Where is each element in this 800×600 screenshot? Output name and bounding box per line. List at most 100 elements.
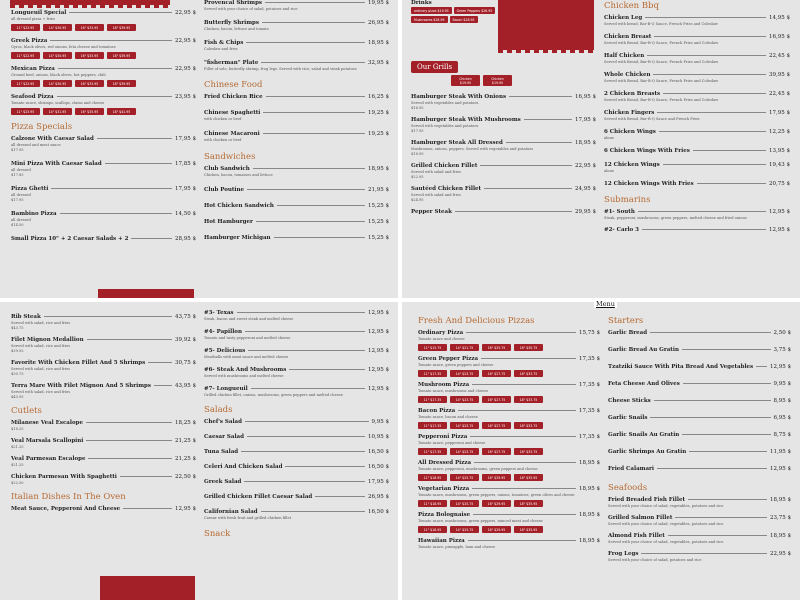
- size-option-button[interactable]: 14" $31.95: [43, 108, 72, 115]
- menu-item[interactable]: Hot Hamburger 15,25 $: [204, 219, 389, 226]
- menu-item[interactable]: #3- Texas 12,95 $ Steak, bacon and sweet s…: [204, 310, 389, 322]
- menu-item[interactable]: Chicken Leg 14,95 $ Served with bread, Bar…: [604, 15, 790, 27]
- menu-item[interactable]: Fried Calamari 12,95 $: [608, 466, 791, 473]
- menu-item[interactable]: Greek Salad 17,95 $: [204, 479, 389, 486]
- menu-item[interactable]: 6 Chicken Wings With Fries 13,95 $: [604, 148, 790, 155]
- size-option-button[interactable]: 18" $39.95: [107, 52, 136, 59]
- menu-item[interactable]: Vegetarian Pizza 18,95 $ Tomato sauce, mus…: [418, 486, 600, 507]
- size-option-button[interactable]: 16" $27.75: [482, 448, 511, 455]
- menu-item[interactable]: Cheese Sticks 8,95 $: [608, 398, 791, 405]
- menu-item[interactable]: Hamburger Steak With Onions 16,95 $ Served…: [411, 94, 596, 111]
- size-option-button[interactable]: 14" $21.75: [450, 344, 479, 351]
- size-option-button[interactable]: 14" $23.75: [450, 422, 479, 429]
- size-option-button[interactable]: 11" $17.35: [418, 396, 447, 403]
- menu-item[interactable]: Tuna Salad 16,50 $: [204, 449, 389, 456]
- size-option-button[interactable]: 16" $29.95: [482, 474, 511, 481]
- menu-item[interactable]: #1- South 12,95 $ Steak, pepperoni, mushro…: [604, 209, 790, 221]
- size-option-button[interactable]: 16" $33.95: [75, 52, 104, 59]
- menu-item[interactable]: Hamburger Steak With Mushrooms 17,95 $ Ser…: [411, 117, 596, 134]
- size-option-button[interactable]: 11" $17.35: [418, 370, 447, 377]
- size-option-button[interactable]: 11" $18.95: [418, 474, 447, 481]
- size-option-button[interactable]: 18" $41.95: [107, 108, 136, 115]
- menu-item[interactable]: #5- Delicious 12,95 $ Meatballs with meat …: [204, 348, 389, 360]
- menu-item[interactable]: Club Sandwich 18,95 $ Chicken, bacon, toma…: [204, 166, 389, 178]
- size-option-button[interactable]: 11" $18.95: [418, 526, 447, 533]
- size-option-button[interactable]: 18" $33.75: [514, 396, 543, 403]
- size-option-button[interactable]: 14" $23.75: [450, 370, 479, 377]
- option-button[interactable]: Bacon $28.95: [449, 16, 478, 23]
- menu-item[interactable]: Bacon Pizza 17,35 $ Tomato sauce, bacon an…: [418, 408, 600, 429]
- size-option-button[interactable]: 18" $33.75: [514, 370, 543, 377]
- menu-item[interactable]: Favorite With Chicken Fillet And 5 Shrim…: [11, 360, 196, 377]
- menu-item[interactable]: Hawaiian Pizza 18,95 $ Tomato sauce, pinea…: [418, 538, 600, 550]
- menu-item[interactable]: Pepper Steak 29,95 $: [411, 209, 596, 216]
- size-option-button[interactable]: 11" $22.95: [11, 24, 40, 31]
- menu-item[interactable]: Calzone With Caesar Salad 17,95 $ all dres…: [11, 136, 196, 153]
- menu-item[interactable]: 12 Chicken Wings 19,43 $ alone: [604, 162, 790, 174]
- menu-item[interactable]: Fried Chicken Rice 16,25 $: [204, 94, 389, 101]
- menu-item[interactable]: #4- Papillon 12,95 $ Tomato and tasty pepp…: [204, 329, 389, 341]
- menu-item[interactable]: #7- Longueuil 12,95 $ Grilled chicken fill…: [204, 386, 389, 398]
- size-option-button[interactable]: 18" $30.75: [514, 344, 543, 351]
- menu-item[interactable]: Grilled Chicken Fillet Caesar Salad 26,95…: [204, 494, 389, 501]
- menu-item[interactable]: Rib Steak 43,75 $ Served with salad, rice …: [11, 314, 196, 331]
- menu-item[interactable]: Half Chicken 22,45 $ Served with Bread, Ba…: [604, 53, 790, 65]
- menu-item[interactable]: Provencal Shrimps 19,95 $ Served with your…: [204, 0, 389, 12]
- size-option-button[interactable]: 16" $35.95: [75, 108, 104, 115]
- size-option-button[interactable]: 11" $18.95: [418, 500, 447, 507]
- size-option-button[interactable]: 16" $33.95: [75, 24, 104, 31]
- menu-item[interactable]: Mini Pizza With Caesar Salad 17,85 $ all d…: [11, 161, 196, 178]
- size-option-button[interactable]: 11" $17.35: [418, 448, 447, 455]
- size-option-button[interactable]: 16" $29.95: [482, 526, 511, 533]
- size-option-button[interactable]: 18" $39.95: [107, 24, 136, 31]
- menu-item[interactable]: Chicken Parmesan With Spaghetti 22,50 $ $2…: [11, 474, 196, 486]
- size-option-button[interactable]: 11" $22.95: [11, 52, 40, 59]
- size-option-button[interactable]: 18" $35.95: [514, 500, 543, 507]
- size-option-button[interactable]: 18" $35.95: [514, 526, 543, 533]
- menu-item[interactable]: Mushroom Pizza 17,35 $ Tomato sauce, mushr…: [418, 382, 600, 403]
- size-option-button[interactable]: 16" $33.95: [75, 80, 104, 87]
- option-button[interactable]: Chicken $19.95: [483, 75, 512, 86]
- size-option-button[interactable]: 16" $27.75: [482, 396, 511, 403]
- menu-item[interactable]: Bambino Pizza 14,50 $ all dressed $14.50: [11, 211, 196, 228]
- menu-item[interactable]: Chicken Fingers 17,95 $ Served with Bread,…: [604, 110, 790, 122]
- size-option-button[interactable]: 14" $30.95: [43, 52, 72, 59]
- size-option-button[interactable]: 11" $15.75: [418, 344, 447, 351]
- menu-item[interactable]: Green Pepper Pizza 17,35 $ Tomato sauce, g…: [418, 356, 600, 377]
- menu-item[interactable]: Pepperoni Pizza 17,35 $ Tomato sauce, pepp…: [418, 434, 600, 455]
- menu-item[interactable]: Celeri And Chicken Salad 16,50 $: [204, 464, 389, 471]
- menu-item[interactable]: Filet Mignon Medallion 39,92 $ Served with…: [11, 337, 196, 354]
- menu-item[interactable]: "fisherman" Plate 32,95 $ Fillet of sole, …: [204, 60, 389, 72]
- menu-item[interactable]: Chinese Macaroni 19,25 $ with chicken or b…: [204, 131, 389, 143]
- menu-item[interactable]: Feta Cheese And Olives 9,95 $: [608, 381, 791, 388]
- menu-item[interactable]: Veal Marsala Scallopini 21,25 $ $21.25: [11, 438, 196, 450]
- size-option-button[interactable]: 14" $30.95: [43, 80, 72, 87]
- menu-item[interactable]: Chicken Breast 16,95 $ Served with Bread, …: [604, 34, 790, 46]
- menu-item[interactable]: Sautéed Chicken Fillet 24,95 $ Served with…: [411, 186, 596, 203]
- menu-item[interactable]: Pizza Ghetti 17,95 $ all dressed $17.95: [11, 186, 196, 203]
- menu-item[interactable]: Hamburger Steak All Dressed 18,95 $ Mushro…: [411, 140, 596, 157]
- menu-item[interactable]: Fish & Chips 18,95 $ Coleslaw and fries: [204, 40, 389, 52]
- menu-item[interactable]: Seafood Pizza 23,95 $ Tomato sauce, shrimp…: [11, 94, 196, 115]
- size-option-button[interactable]: 18" $39.95: [107, 80, 136, 87]
- menu-item[interactable]: All Dressed Pizza 18,95 $ Tomato sauce, pe…: [418, 460, 600, 481]
- size-option-button[interactable]: 18" $35.95: [514, 474, 543, 481]
- menu-link[interactable]: Menu: [594, 300, 617, 308]
- size-option-button[interactable]: 14" $30.95: [43, 24, 72, 31]
- size-option-button[interactable]: 18" $33.75: [514, 422, 543, 429]
- size-option-button[interactable]: 14" $25.75: [450, 500, 479, 507]
- menu-item[interactable]: Greek Pizza 22,95 $ Gyros, black olives, r…: [11, 38, 196, 59]
- menu-item[interactable]: Hamburger Michigan 15,25 $: [204, 235, 389, 242]
- menu-item[interactable]: Butterfly Shrimps 26,95 $ Chicken, bacon, …: [204, 20, 389, 32]
- menu-item[interactable]: Ordinary Pizza 15,75 $ Tomato sauce and ch…: [418, 330, 600, 351]
- size-option-button[interactable]: 18" $33.75: [514, 448, 543, 455]
- size-option-button[interactable]: 11" $23.95: [11, 108, 40, 115]
- menu-item[interactable]: Mexican Pizza 22,95 $ Ground beef, onions,…: [11, 66, 196, 87]
- menu-item[interactable]: Californian Salad 16,50 $ Caesar with fres…: [204, 509, 389, 521]
- size-option-button[interactable]: 16" $27.75: [482, 422, 511, 429]
- menu-item[interactable]: Almond Fish Fillet 18,95 $ Served with you…: [608, 533, 791, 545]
- menu-item[interactable]: Chef's Salad 9,95 $: [204, 419, 389, 426]
- menu-item[interactable]: Milanese Veal Escalope 18,25 $ $18.25: [11, 420, 196, 432]
- menu-item[interactable]: Terra Mare With Filet Mignon And 5 Shrim…: [11, 383, 196, 400]
- menu-item[interactable]: Garlic Bread Au Gratin 3,75 $: [608, 347, 791, 354]
